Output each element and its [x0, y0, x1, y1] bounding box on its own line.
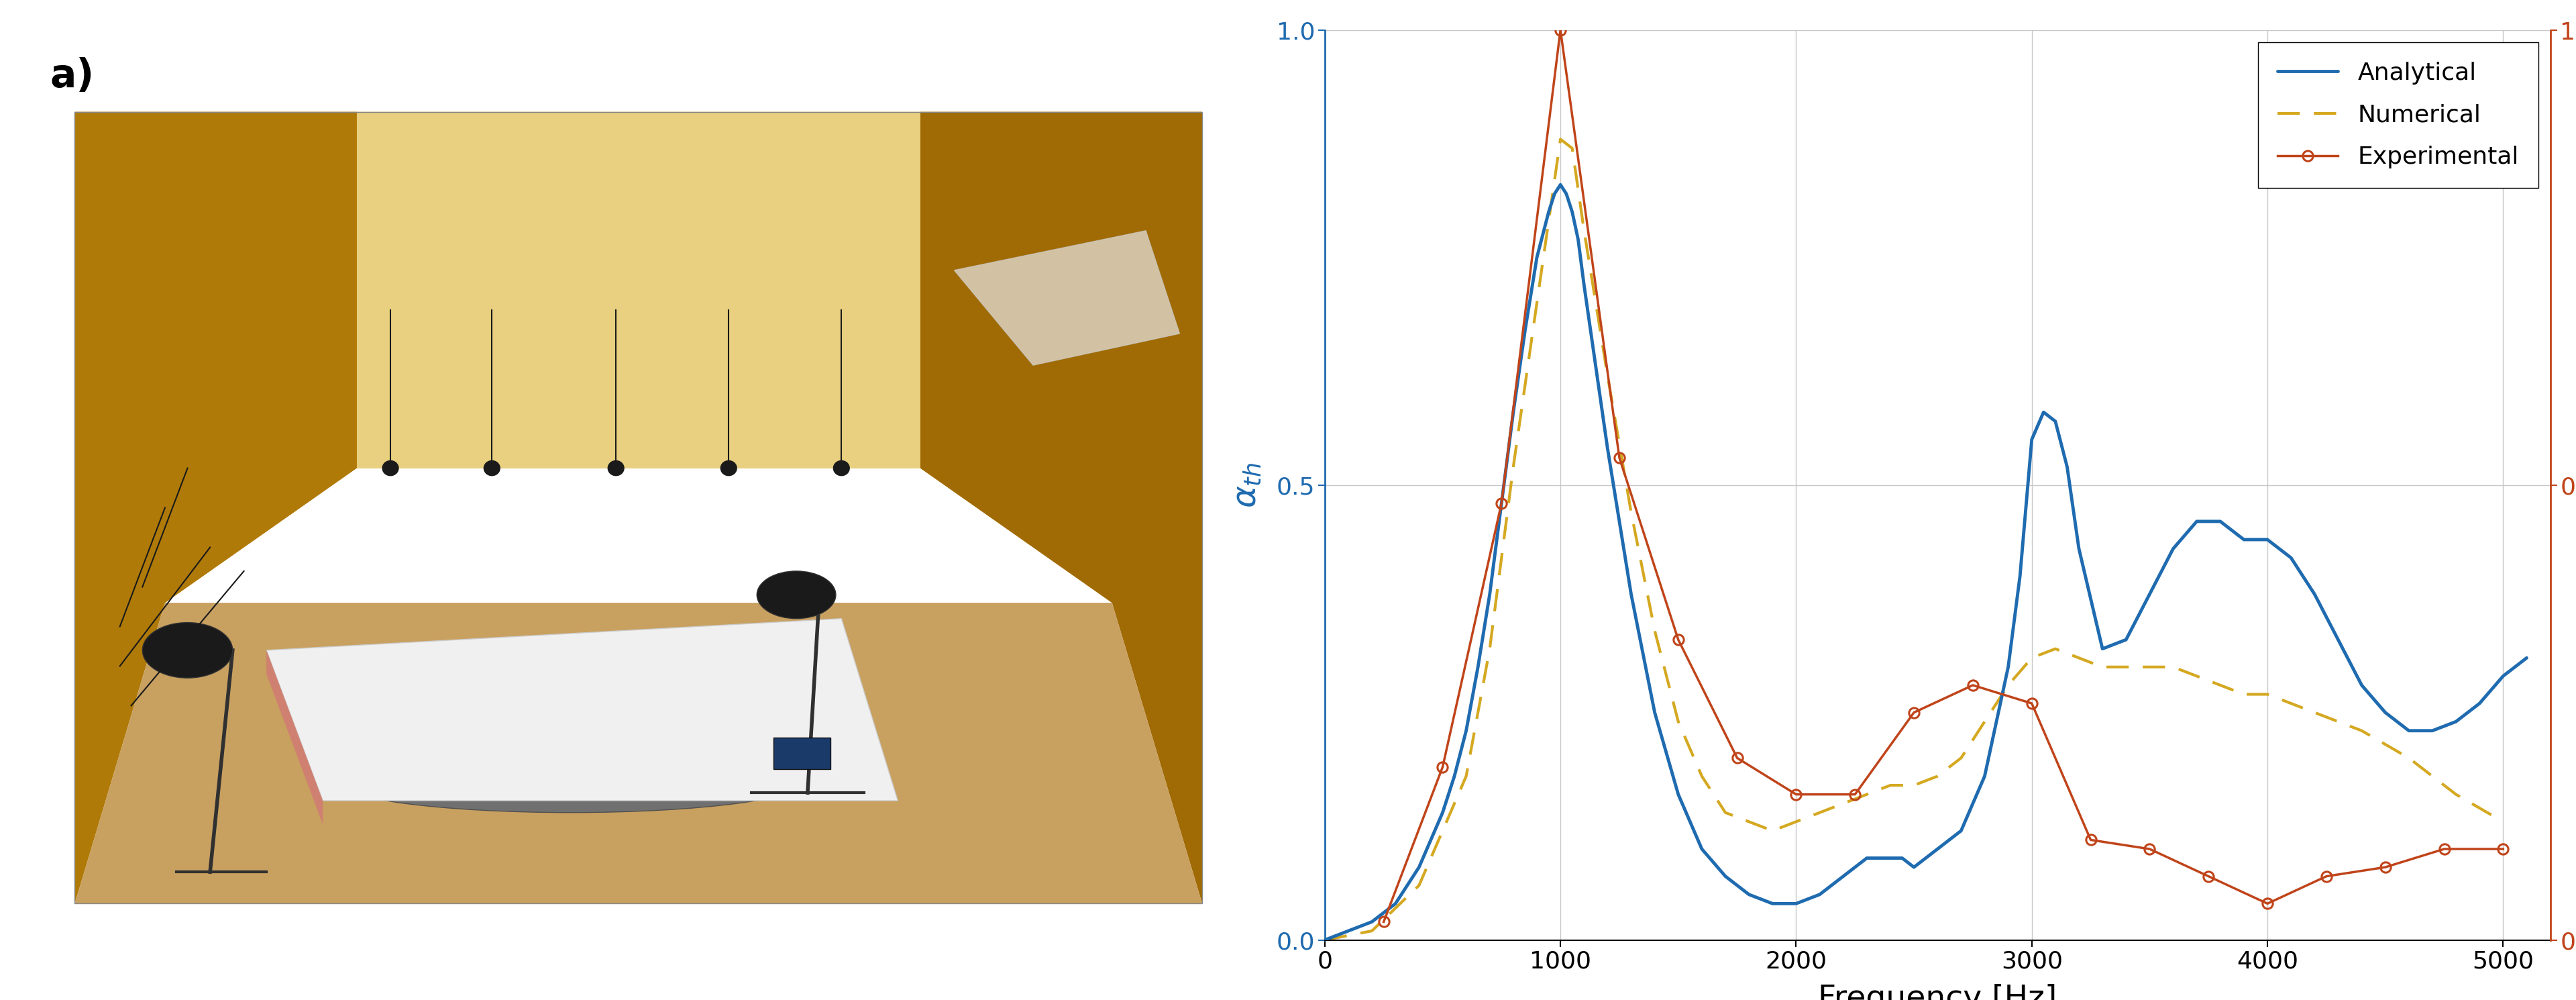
Analytical — [1899, 861, 1929, 873]
Numerical — [2251, 688, 2282, 700]
Numerical — [2347, 725, 2378, 737]
Polygon shape — [75, 112, 1203, 603]
Y-axis label: $\alpha_{th}$: $\alpha_{th}$ — [1231, 462, 1262, 508]
Experimental — [2488, 843, 2519, 855]
Analytical — [1546, 179, 1577, 191]
Experimental — [1605, 452, 1636, 464]
Numerical — [1852, 788, 1883, 800]
Numerical — [1556, 142, 1587, 154]
Numerical — [2300, 706, 2331, 718]
Experimental — [1958, 679, 1989, 691]
Experimental — [2251, 898, 2282, 910]
Legend: Analytical, Numerical, Experimental: Analytical, Numerical, Experimental — [2259, 42, 2537, 188]
Numerical — [1968, 716, 1999, 728]
Numerical — [1687, 770, 1718, 782]
Numerical — [1780, 816, 1811, 828]
Analytical — [1309, 934, 1340, 946]
Analytical — [1427, 807, 1458, 819]
Experimental — [1486, 497, 1517, 509]
Numerical — [1922, 770, 1953, 782]
Numerical — [1734, 816, 1765, 828]
Analytical — [1569, 279, 1600, 291]
Numerical — [1710, 807, 1741, 819]
Line: Analytical: Analytical — [1324, 185, 2527, 940]
Experimental — [1427, 761, 1458, 773]
Numerical — [2182, 670, 2213, 682]
Numerical — [1664, 716, 1695, 728]
Numerical — [1757, 825, 1788, 837]
Numerical — [1569, 224, 1600, 236]
Numerical — [1404, 879, 1435, 891]
Numerical — [1994, 679, 2025, 691]
Numerical — [2087, 661, 2117, 673]
Numerical — [2228, 688, 2259, 700]
Polygon shape — [75, 112, 1203, 468]
Numerical — [1592, 370, 1623, 382]
Ellipse shape — [381, 460, 399, 476]
Experimental — [2311, 870, 2342, 882]
Text: a): a) — [52, 57, 95, 96]
Experimental — [1368, 916, 1399, 928]
X-axis label: Frequency [Hz]: Frequency [Hz] — [1819, 984, 2058, 1000]
Ellipse shape — [832, 460, 850, 476]
Numerical — [1546, 133, 1577, 145]
Numerical — [1899, 779, 1929, 791]
Numerical — [1358, 925, 1388, 937]
Numerical — [1945, 752, 1976, 764]
Numerical — [2017, 652, 2048, 664]
Polygon shape — [75, 112, 355, 904]
Numerical — [2488, 816, 2519, 828]
Numerical — [1803, 807, 1834, 819]
Numerical — [1829, 798, 1860, 810]
Experimental — [1780, 788, 1811, 800]
Experimental — [1839, 788, 1870, 800]
Numerical — [2133, 661, 2164, 673]
Ellipse shape — [484, 460, 500, 476]
Ellipse shape — [608, 460, 623, 476]
Experimental — [2076, 834, 2107, 846]
Experimental — [1721, 752, 1752, 764]
Numerical — [2063, 652, 2094, 664]
Ellipse shape — [335, 749, 809, 813]
Polygon shape — [920, 112, 1203, 904]
Line: Experimental: Experimental — [1378, 25, 2509, 927]
Polygon shape — [953, 231, 1180, 365]
Experimental — [2017, 697, 2048, 709]
Experimental — [2133, 843, 2164, 855]
Experimental — [2370, 861, 2401, 873]
Ellipse shape — [757, 571, 835, 619]
Numerical — [1875, 779, 1906, 791]
Numerical — [2393, 752, 2424, 764]
Experimental — [1899, 706, 1929, 718]
Analytical — [2027, 406, 2058, 418]
Polygon shape — [265, 650, 322, 824]
Numerical — [2110, 661, 2141, 673]
Numerical — [2159, 661, 2190, 673]
Line: Numerical: Numerical — [1324, 139, 2504, 940]
Numerical — [2205, 679, 2236, 691]
Numerical — [2439, 788, 2470, 800]
Numerical — [1309, 934, 1340, 946]
Numerical — [1522, 297, 1553, 309]
Numerical — [1638, 625, 1669, 637]
Polygon shape — [75, 603, 1203, 904]
Ellipse shape — [721, 460, 737, 476]
Text: b): b) — [1252, 0, 1298, 3]
Analytical — [2512, 652, 2543, 664]
Experimental — [2192, 870, 2223, 882]
FancyBboxPatch shape — [773, 737, 829, 769]
Analytical — [1994, 661, 2025, 673]
Experimental — [2429, 843, 2460, 855]
Numerical — [2040, 643, 2071, 655]
Numerical — [1450, 770, 1481, 782]
Experimental — [1664, 634, 1695, 646]
Experimental — [1546, 24, 1577, 36]
Numerical — [1615, 506, 1646, 518]
Numerical — [1473, 643, 1504, 655]
Analytical — [1510, 324, 1540, 336]
Ellipse shape — [142, 623, 232, 678]
Numerical — [1497, 461, 1528, 473]
Polygon shape — [265, 619, 899, 801]
